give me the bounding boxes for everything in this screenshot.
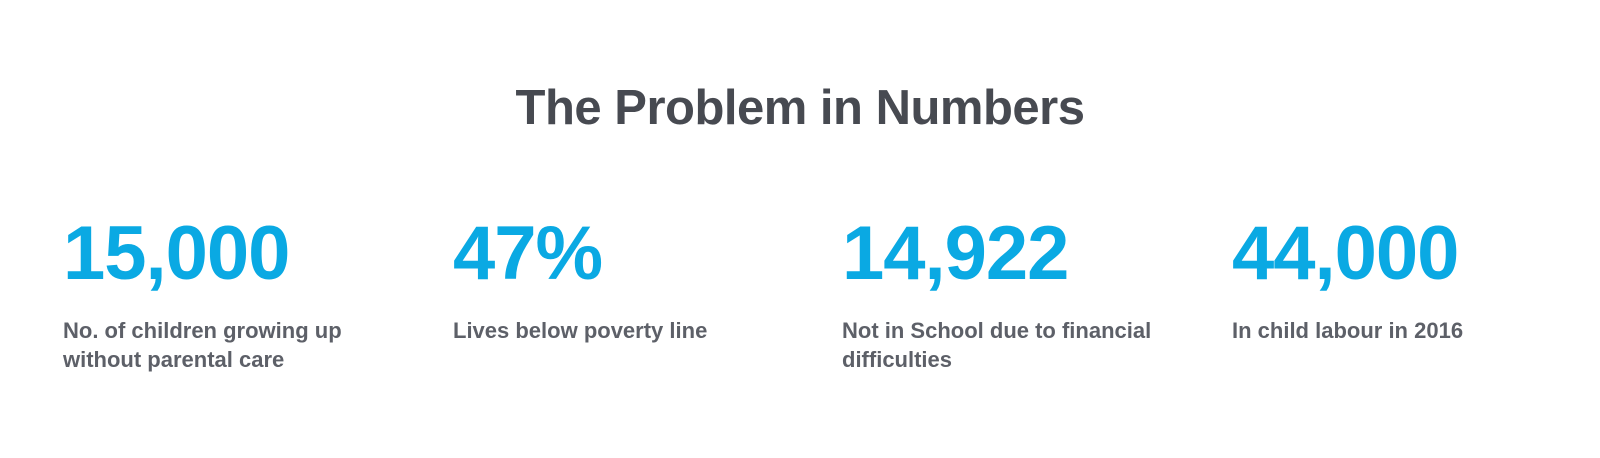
stat-label: No. of children growing up without paren… (63, 318, 342, 372)
section-title: The Problem in Numbers (515, 81, 1085, 135)
stat-item: 14,922 Not in School due to financial di… (842, 212, 1182, 374)
stat-value: 14,922 (842, 211, 1069, 296)
stat-item: 15,000 No. of children growing up withou… (63, 212, 403, 374)
stat-label: Lives below poverty line (453, 318, 708, 343)
stat-item: 47% Lives below poverty line (453, 212, 793, 345)
stat-label: Not in School due to financial difficult… (842, 318, 1152, 372)
stat-label: In child labour in 2016 (1232, 318, 1464, 343)
stat-value: 15,000 (63, 211, 290, 296)
stat-item: 44,000 In child labour in 2016 (1232, 212, 1572, 345)
stat-value: 47% (453, 211, 603, 296)
stat-value: 44,000 (1232, 211, 1459, 296)
